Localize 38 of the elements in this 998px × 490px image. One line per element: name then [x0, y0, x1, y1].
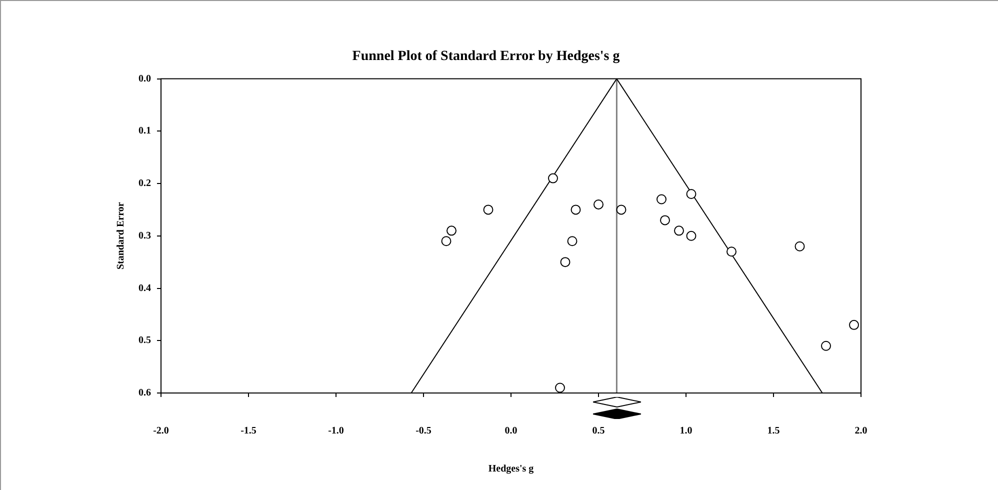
point [660, 215, 670, 226]
point [441, 236, 452, 246]
point [446, 226, 456, 236]
x-axis-title: Hedges's g [488, 464, 534, 475]
chart-title: Funnel Plot of Standard Error by Hedges's g [352, 49, 620, 64]
point [616, 204, 626, 215]
x-tick-label: -1.0 [328, 426, 344, 437]
point [570, 204, 581, 215]
y-tick-label: 0.5 [138, 335, 151, 346]
x-tick-label: 1.5 [767, 426, 780, 437]
point [674, 226, 684, 236]
point [726, 246, 736, 257]
y-tick-label: 0.4 [138, 282, 151, 294]
y-tick-label: 0.2 [138, 178, 151, 190]
point [686, 230, 696, 241]
point [821, 340, 831, 351]
point [656, 194, 666, 204]
point [849, 320, 859, 330]
point [594, 199, 604, 210]
point [686, 189, 696, 200]
x-tick-label: -2.0 [153, 426, 169, 437]
point [548, 173, 558, 184]
y-tick-label: 0.0 [138, 73, 151, 84]
x-tick-label: -1.5 [240, 426, 256, 437]
point [483, 204, 494, 215]
y-tick-label: 0.3 [138, 230, 151, 242]
point [555, 382, 565, 393]
point [560, 257, 570, 268]
point [794, 241, 805, 252]
x-tick-label: 0.0 [504, 426, 518, 437]
x-tick-label: 2.0 [854, 426, 868, 437]
x-tick-label: 1.0 [680, 426, 692, 437]
y-tick-label: 0.1 [138, 126, 151, 137]
x-tick-label: 0.5 [592, 426, 605, 437]
point [567, 236, 578, 246]
y-axis-title: Standard Error [116, 202, 127, 270]
y-tick-label: 0.6 [138, 388, 151, 399]
x-tick-label: -0.5 [416, 426, 432, 437]
